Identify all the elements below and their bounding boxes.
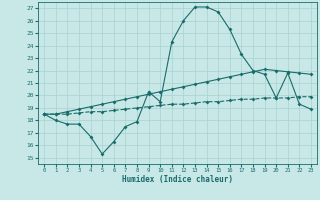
X-axis label: Humidex (Indice chaleur): Humidex (Indice chaleur) — [122, 175, 233, 184]
